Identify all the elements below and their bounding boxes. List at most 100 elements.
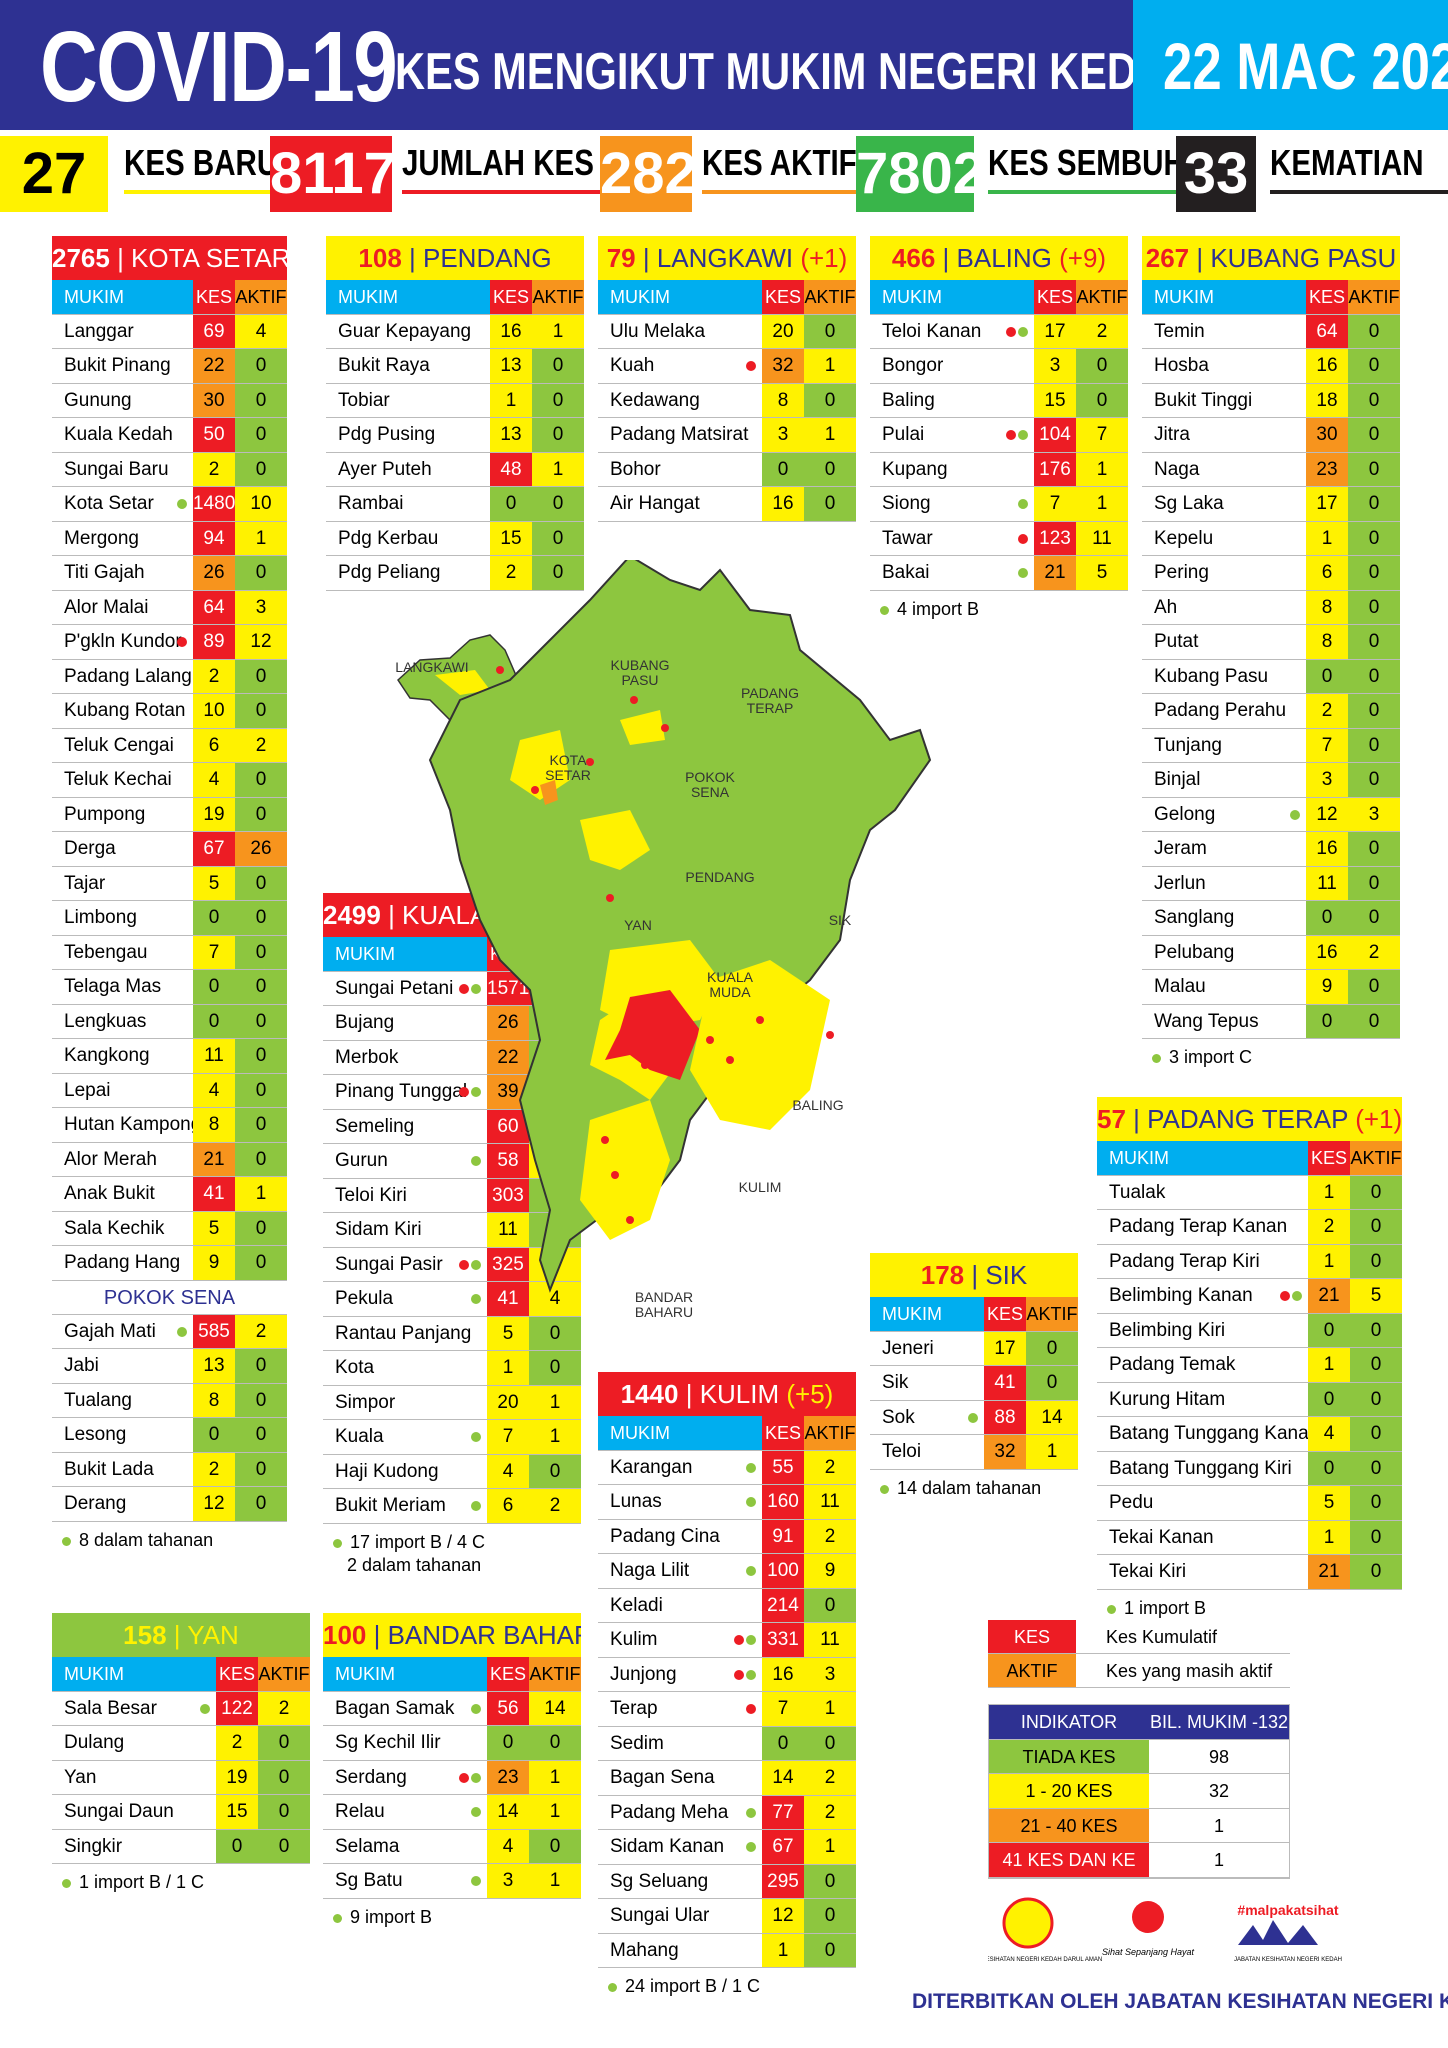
mukim-name: Batang Tunggang Kanan [1097, 1417, 1308, 1451]
kes-value: 8 [193, 1383, 235, 1417]
mukim-name: Hosba [1142, 349, 1306, 383]
kes-value: 41 [193, 1177, 235, 1211]
green-dot [746, 1566, 756, 1576]
kes-value: 17 [1306, 487, 1348, 521]
mukim-name: Sungai Pasir [323, 1247, 487, 1281]
aktif-value: 9 [804, 1554, 856, 1588]
red-dot [459, 1259, 469, 1270]
indicator-range: TIADA KES [989, 1739, 1149, 1773]
aktif-value: 0 [804, 1726, 856, 1760]
mukim-name: Kubang Pasu [1142, 659, 1306, 693]
table-row: Kepelu 1 0 [1142, 521, 1400, 556]
mukim-name: Rambai [326, 487, 490, 521]
mukim-name: Kota Setar [52, 487, 193, 521]
table-row: Binjal 3 0 [1142, 763, 1400, 798]
stat-value: 8117 [270, 136, 396, 212]
aktif-value: 0 [235, 935, 287, 969]
mukim-name: Padang Cina [598, 1519, 762, 1553]
mukim-name: Derang [52, 1487, 193, 1521]
district-name: BANDAR BAHARU [387, 1620, 581, 1650]
district-name: BALING [956, 243, 1052, 273]
table-row: Sidam Kanan 67 1 [598, 1830, 856, 1865]
kes-value: 0 [490, 487, 532, 521]
indicator-header: INDIKATOR BIL. MUKIM -132 [989, 1705, 1289, 1740]
table-row: Limbong 0 0 [52, 901, 287, 936]
table-row: Padang Lalang 2 0 [52, 659, 287, 694]
district-increase: (+9) [1051, 243, 1107, 273]
mukim-name: Tunjang [1142, 728, 1306, 762]
kes-value: 0 [1308, 1382, 1350, 1416]
kes-value: 23 [1306, 452, 1348, 486]
district-total: 100 [323, 1620, 367, 1650]
kes-value: 69 [193, 314, 235, 348]
subdistrict-title: POKOK SENA [52, 1281, 287, 1315]
stat-underline [702, 190, 952, 194]
stat-value: 282 [600, 136, 697, 212]
note-text: 14 dalam tahanan [897, 1477, 1042, 1498]
district-name: KUBANG PASU [1210, 243, 1397, 273]
map-label: BANDAR BAHARU [635, 1289, 693, 1320]
aktif-value: 10 [235, 487, 287, 521]
aktif-value: 1 [529, 1420, 581, 1454]
aktif-value: 1 [529, 1760, 581, 1794]
kes-value: 122 [216, 1691, 258, 1725]
mukim-name: Batang Tunggang Kiri [1097, 1451, 1308, 1485]
kes-value: 0 [193, 901, 235, 935]
table-row: Padang Perahu 2 0 [1142, 694, 1400, 729]
legend-row: KES Kes Kumulatif [988, 1620, 1290, 1654]
aktif-value: 14 [529, 1691, 581, 1725]
map-label: SIK [829, 912, 852, 928]
mukim-name: Padang Temak [1097, 1348, 1308, 1382]
indicator-range: 21 - 40 KES [989, 1808, 1149, 1842]
mukim-name: Tobiar [326, 383, 490, 417]
logo-caption: #malpakatsihat [1237, 1902, 1338, 1918]
table-row: Tawar 123 11 [870, 521, 1128, 556]
green-dot [746, 1807, 756, 1818]
kes-value: 1480 [193, 487, 235, 521]
date-badge: 22 MAC 2021 [1133, 0, 1448, 130]
note-text: 8 dalam tahanan [79, 1529, 214, 1550]
table-row: Kedawang 8 0 [598, 383, 856, 418]
mukim-name: Teloi [870, 1435, 984, 1469]
mukim-name: Tekai Kanan [1097, 1520, 1308, 1554]
aktif-value: 3 [235, 590, 287, 624]
kes-value: 21 [193, 1142, 235, 1176]
table-row: Bukit Lada 2 0 [52, 1452, 287, 1487]
mukim-name: Kupang [870, 452, 1034, 486]
aktif-value: 0 [1348, 452, 1400, 486]
mukim-name: Sidam Kiri [323, 1213, 487, 1247]
aktif-value: 0 [258, 1726, 310, 1760]
aktif-value: 0 [1348, 866, 1400, 900]
legend-code: KES [988, 1620, 1076, 1653]
aktif-value: 3 [1348, 797, 1400, 831]
map-label: KUBANG PASU [610, 657, 669, 688]
aktif-value: 1 [532, 314, 584, 348]
kes-value: 4 [193, 1073, 235, 1107]
green-dot [471, 1807, 481, 1817]
kes-value: 5 [1308, 1486, 1350, 1520]
table-row: Padang Temak 1 0 [1097, 1348, 1402, 1383]
kes-value: 32 [984, 1435, 1026, 1469]
table-row: Batang Tunggang Kanan 4 0 [1097, 1417, 1402, 1452]
aktif-value: 0 [529, 1829, 581, 1863]
kes-value: 1 [490, 383, 532, 417]
col-kes: KES [490, 280, 532, 314]
aktif-value: 11 [1076, 521, 1128, 555]
table-row: Sedim 0 0 [598, 1726, 856, 1761]
aktif-value: 1 [804, 1830, 856, 1864]
mukim-name: Sedim [598, 1726, 762, 1760]
aktif-value: 11 [804, 1485, 856, 1519]
kes-value: 20 [487, 1385, 529, 1419]
district-total: 108 [358, 243, 402, 273]
mukim-name: Kuala [323, 1420, 487, 1454]
mukim-name: Keladi [598, 1588, 762, 1622]
stat-underline [124, 190, 374, 194]
table-row: Pelubang 16 2 [1142, 935, 1400, 970]
mukim-name: Ah [1142, 590, 1306, 624]
table-row: Padang Cina 91 2 [598, 1519, 856, 1554]
mukim-name: Wang Tepus [1142, 1004, 1306, 1038]
district-increase: (+1) [793, 243, 848, 273]
kes-value: 585 [193, 1314, 235, 1348]
table-row: Pering 6 0 [1142, 556, 1400, 591]
col-mukim: MUKIM [598, 280, 762, 314]
